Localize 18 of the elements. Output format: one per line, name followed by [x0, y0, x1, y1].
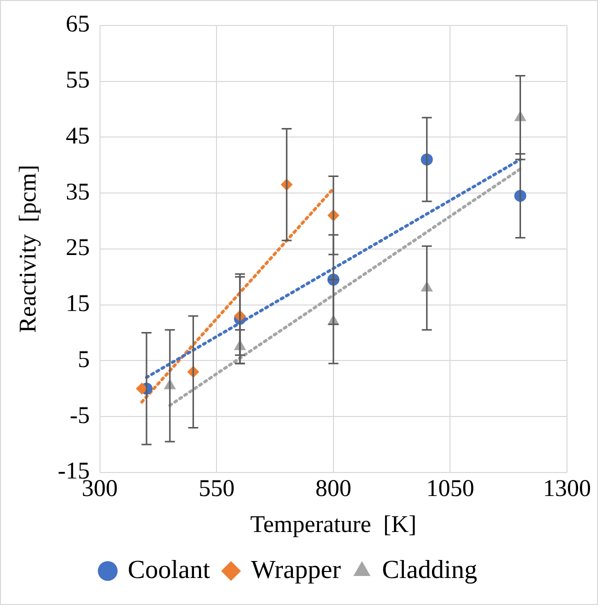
x-tick-label: 550 — [198, 476, 235, 502]
legend-label: Cladding — [382, 554, 478, 584]
y-tick-label: 15 — [66, 291, 90, 318]
x-tick-label: 1050 — [426, 476, 474, 502]
legend-label: Coolant — [128, 554, 211, 584]
x-tick-label: 1300 — [543, 476, 591, 502]
x-tick-label: 800 — [315, 476, 352, 502]
y-tick-label: 25 — [66, 235, 90, 262]
x-axis-title: Temperature [K] — [250, 512, 417, 538]
y-tick-label: 35 — [66, 179, 90, 206]
y-tick-label: 55 — [66, 68, 90, 94]
legend-label: Wrapper — [251, 554, 342, 584]
point — [136, 382, 148, 395]
y-tick-label: 5 — [78, 346, 90, 373]
y-tick-label: 65 — [66, 12, 90, 38]
y-axis-title: Reactivity [pcm] — [16, 164, 42, 333]
y-tick-label: 45 — [66, 123, 90, 150]
y-tick-label: -5 — [70, 402, 90, 429]
